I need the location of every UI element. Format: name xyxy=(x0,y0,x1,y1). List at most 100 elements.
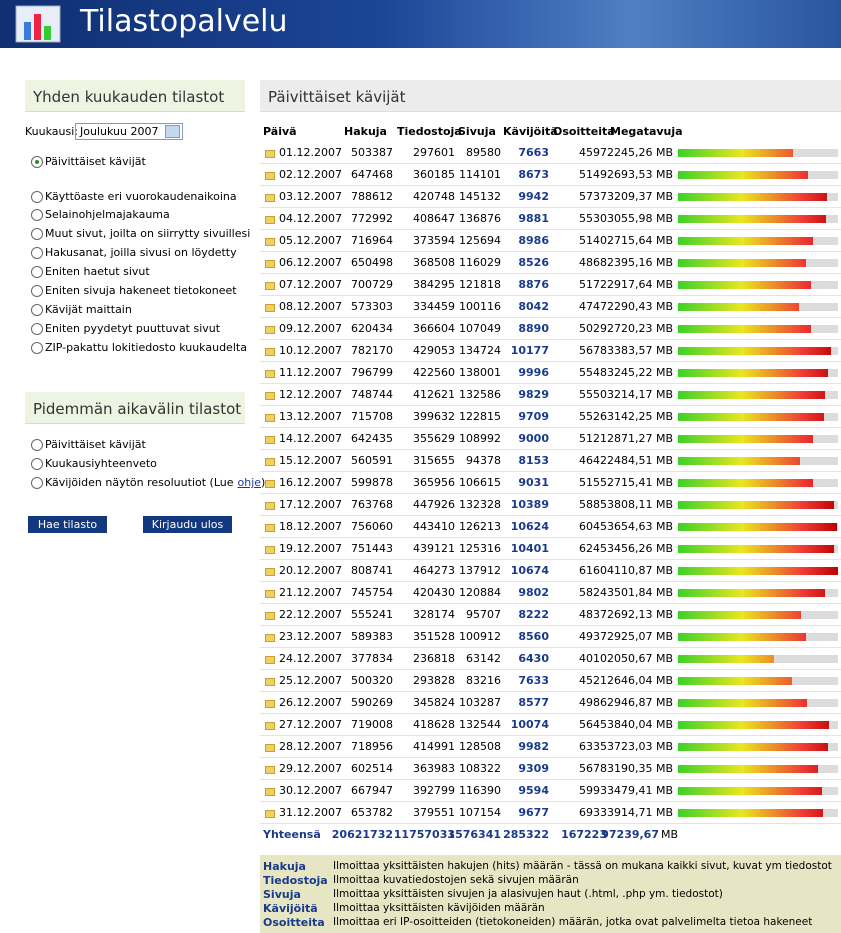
visitors-cell[interactable]: 10177 xyxy=(510,344,549,357)
visitors-cell[interactable]: 9829 xyxy=(518,388,549,401)
radio-button[interactable] xyxy=(31,247,43,259)
visitors-cell[interactable]: 8890 xyxy=(518,322,549,335)
column-header: Tiedostoja xyxy=(397,125,462,138)
radio-button[interactable] xyxy=(31,304,43,316)
date-cell: 08.12.2007 xyxy=(279,300,342,313)
visitors-cell[interactable]: 10624 xyxy=(510,520,549,533)
data-cell: 2395,16 MB xyxy=(606,256,673,269)
data-cell: 420430 xyxy=(413,586,455,599)
data-cell: 2245,26 MB xyxy=(606,146,673,159)
row-separator xyxy=(260,339,841,340)
radio-button[interactable] xyxy=(31,191,43,203)
radio-button[interactable] xyxy=(31,209,43,221)
row-separator xyxy=(260,207,841,208)
folder-icon xyxy=(265,392,275,400)
data-cell: 4010 xyxy=(579,652,607,665)
visitors-cell[interactable]: 8986 xyxy=(518,234,549,247)
row-separator xyxy=(260,251,841,252)
data-cell: 808741 xyxy=(351,564,393,577)
radio-label[interactable]: Eniten sivuja hakeneet tietokoneet xyxy=(45,284,237,297)
visitors-cell[interactable]: 8876 xyxy=(518,278,549,291)
data-cell: 5737 xyxy=(579,190,607,203)
visitors-cell[interactable]: 9996 xyxy=(518,366,549,379)
visitors-cell[interactable]: 9677 xyxy=(518,806,549,819)
radio-button[interactable] xyxy=(31,266,43,278)
radio-label[interactable]: Muut sivut, joilta on siirrytty sivuille… xyxy=(45,227,251,240)
date-cell: 29.12.2007 xyxy=(279,762,342,775)
visitor-bar xyxy=(678,501,834,509)
data-cell: 4521 xyxy=(579,674,607,687)
legend-term: Sivuja xyxy=(263,888,301,901)
column-header: Osoitteita xyxy=(553,125,615,138)
visitors-cell[interactable]: 10074 xyxy=(510,718,549,731)
legend-box xyxy=(260,855,841,933)
date-cell: 01.12.2007 xyxy=(279,146,342,159)
visitors-cell[interactable]: 8526 xyxy=(518,256,549,269)
radio-button[interactable] xyxy=(31,342,43,354)
radio-label[interactable]: Kävijät maittain xyxy=(45,303,132,316)
visitors-cell[interactable]: 8560 xyxy=(518,630,549,643)
visitors-cell[interactable]: 10401 xyxy=(510,542,549,555)
data-cell: 345824 xyxy=(413,696,455,709)
radio-button[interactable] xyxy=(31,285,43,297)
radio-label[interactable]: Päivittäiset kävijät xyxy=(45,155,146,168)
visitors-cell[interactable]: 8577 xyxy=(518,696,549,709)
data-cell: 103287 xyxy=(459,696,501,709)
radio-label[interactable]: Selainohjelmajakauma xyxy=(45,208,170,221)
visitors-cell[interactable]: 9982 xyxy=(518,740,549,753)
visitors-cell[interactable]: 7633 xyxy=(518,674,549,687)
visitors-cell[interactable]: 9309 xyxy=(518,762,549,775)
row-separator xyxy=(260,317,841,318)
data-cell: 6045 xyxy=(579,520,607,533)
data-cell: 236818 xyxy=(413,652,455,665)
visitors-cell[interactable]: 9942 xyxy=(518,190,549,203)
data-cell: 132586 xyxy=(459,388,501,401)
radio-label[interactable]: ZIP-pakattu lokitiedosto kuukaudelta xyxy=(45,341,247,354)
date-cell: 11.12.2007 xyxy=(279,366,342,379)
radio-label[interactable]: Kuukausiyhteenveto xyxy=(45,457,157,470)
radio-label[interactable]: Kävijöiden näytön resoluutiot (Lue xyxy=(45,476,234,489)
visitor-bar xyxy=(678,633,807,641)
select-arrow[interactable] xyxy=(165,125,180,138)
visitors-cell[interactable]: 9802 xyxy=(518,586,549,599)
visitors-cell[interactable]: 8042 xyxy=(518,300,549,313)
radio-button[interactable] xyxy=(31,458,43,470)
date-cell: 13.12.2007 xyxy=(279,410,342,423)
radio-label[interactable]: Eniten haetut sivut xyxy=(45,265,150,278)
visitors-cell[interactable]: 8673 xyxy=(518,168,549,181)
radio-button[interactable] xyxy=(31,477,43,489)
visitors-cell[interactable]: 10674 xyxy=(510,564,549,577)
date-cell: 30.12.2007 xyxy=(279,784,342,797)
date-cell: 06.12.2007 xyxy=(279,256,342,269)
radio-button[interactable] xyxy=(31,439,43,451)
radio-button[interactable] xyxy=(31,228,43,240)
row-separator xyxy=(260,691,841,692)
data-cell: 108322 xyxy=(459,762,501,775)
data-cell: 602514 xyxy=(351,762,393,775)
radio-label[interactable]: Hakusanat, joilla sivusi on löydetty xyxy=(45,246,237,259)
button[interactable]: Kirjaudu ulos xyxy=(143,516,232,533)
data-cell: 351528 xyxy=(413,630,455,643)
visitors-cell[interactable]: 10389 xyxy=(510,498,549,511)
visitors-cell[interactable]: 7663 xyxy=(518,146,549,159)
button[interactable]: Hae tilasto xyxy=(28,516,107,533)
help-link[interactable]: ohje xyxy=(237,476,262,489)
visitors-cell[interactable]: 9000 xyxy=(518,432,549,445)
data-cell: 590269 xyxy=(351,696,393,709)
date-cell: 27.12.2007 xyxy=(279,718,342,731)
data-cell: 6245 xyxy=(579,542,607,555)
radio-label[interactable]: Eniten pyydetyt puuttuvat sivut xyxy=(45,322,221,335)
visitors-cell[interactable]: 9709 xyxy=(518,410,549,423)
date-cell: 19.12.2007 xyxy=(279,542,342,555)
radio-label[interactable]: Päivittäiset kävijät xyxy=(45,438,146,451)
visitors-cell[interactable]: 9881 xyxy=(518,212,549,225)
visitors-cell[interactable]: 9031 xyxy=(518,476,549,489)
radio-label[interactable]: Käyttöaste eri vuorokaudenaikoina xyxy=(45,190,237,203)
radio-button[interactable] xyxy=(31,156,43,168)
visitors-cell[interactable]: 8222 xyxy=(518,608,549,621)
visitors-cell[interactable]: 9594 xyxy=(518,784,549,797)
visitors-cell[interactable]: 8153 xyxy=(518,454,549,467)
visitors-cell[interactable]: 6430 xyxy=(518,652,549,665)
radio-button[interactable] xyxy=(31,323,43,335)
month-select[interactable]: Joulukuu 2007 xyxy=(75,123,183,140)
